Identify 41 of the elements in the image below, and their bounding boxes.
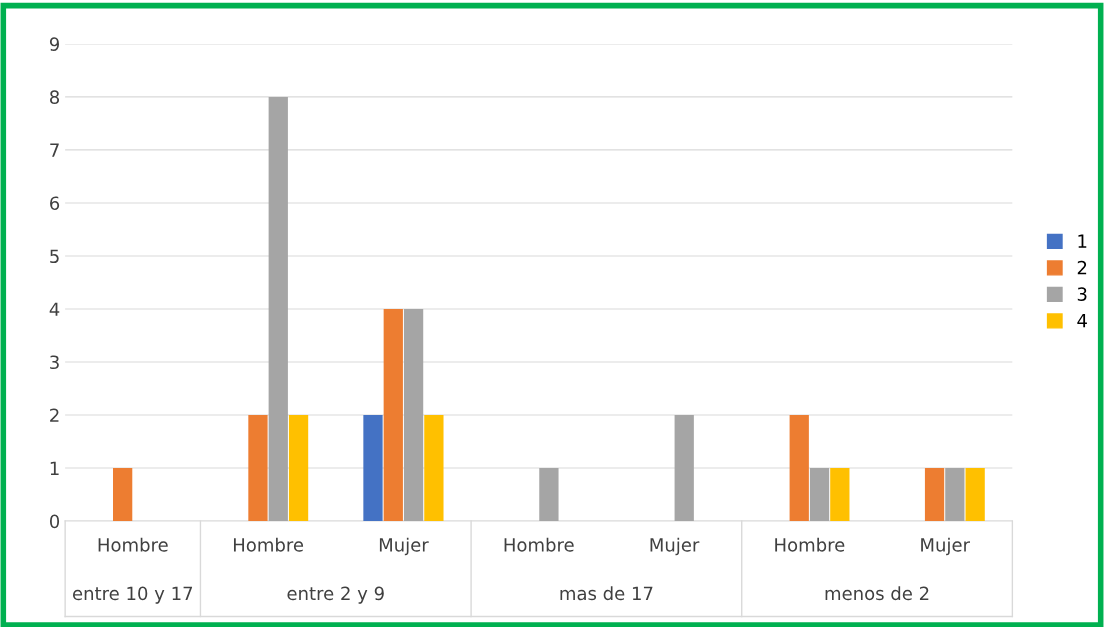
y-tick-label: 7	[50, 143, 59, 157]
bar	[268, 96, 288, 522]
y-tick-label: 6	[50, 196, 60, 211]
x-tick-label: Mujer	[379, 537, 429, 556]
legend-label: 1	[1078, 234, 1087, 248]
bar	[113, 468, 133, 522]
bar	[539, 468, 559, 522]
bar	[248, 415, 268, 522]
bar	[363, 415, 383, 522]
bar	[403, 308, 424, 522]
text: menos de 2	[825, 586, 929, 601]
x-tick-label: Hombre	[775, 537, 845, 552]
y-tick-label: 1	[50, 461, 59, 475]
bar	[965, 468, 985, 522]
text: entre 10 y 17	[72, 586, 193, 604]
y-tick-label: 9	[49, 37, 60, 52]
text: mas de 17	[560, 586, 653, 601]
y-tick-label: 0	[49, 514, 60, 529]
x-tick-label: Mujer	[921, 537, 970, 556]
bar	[424, 415, 444, 522]
x-tick-label: Hombre	[233, 537, 304, 552]
bar	[288, 415, 309, 522]
x-tick-label: Hombre	[504, 537, 574, 552]
bar	[809, 468, 830, 522]
x-tick-label: Hombre	[98, 537, 168, 552]
legend-label: 2	[1077, 260, 1087, 275]
y-tick-label: 8	[50, 90, 60, 105]
y-tick-label: 4	[49, 302, 60, 316]
bar	[383, 308, 403, 522]
bar	[789, 415, 809, 522]
y-tick-label: 5	[50, 249, 59, 264]
x-tick-label: Mujer	[650, 537, 700, 556]
legend-label: 4	[1077, 314, 1087, 328]
bar	[945, 468, 965, 522]
bar	[830, 468, 850, 522]
y-tick-label: 3	[50, 355, 59, 370]
bar	[924, 468, 945, 522]
bar	[674, 415, 694, 522]
text: entre 2 y 9	[287, 586, 384, 604]
legend-label: 3	[1077, 287, 1087, 301]
y-tick-label: 2	[50, 408, 59, 422]
